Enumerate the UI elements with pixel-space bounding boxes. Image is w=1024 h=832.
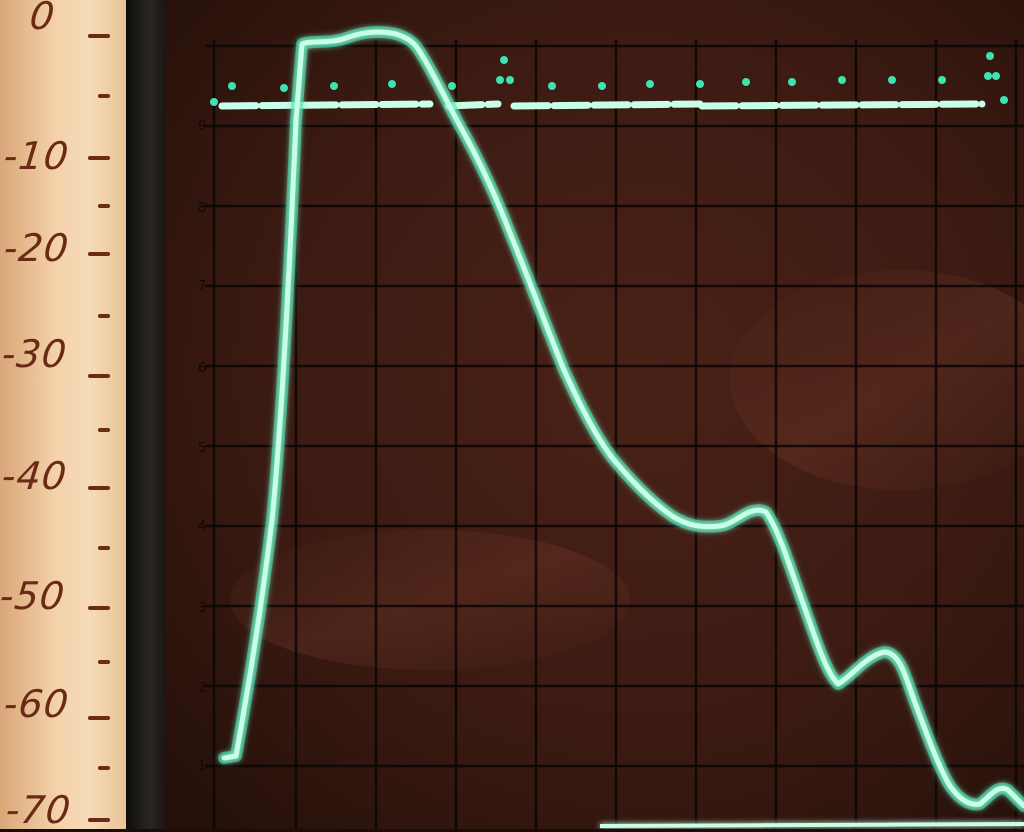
reference-dot <box>838 76 846 84</box>
graticule-row-mark: 4 <box>198 519 206 534</box>
reference-line-segment <box>222 104 430 106</box>
reference-dot <box>986 52 994 60</box>
reference-dot <box>448 82 456 90</box>
reference-dot <box>228 82 236 90</box>
reference-dot <box>210 98 218 106</box>
reference-dot <box>330 82 338 90</box>
reference-dot <box>280 84 288 92</box>
reference-dot <box>646 80 654 88</box>
reference-dot <box>388 80 396 88</box>
graticule-row-mark: 5 <box>198 441 206 456</box>
graticule-row-mark: 1 <box>198 759 206 774</box>
reference-dot <box>992 72 1000 80</box>
reference-dot <box>788 78 796 86</box>
reference-dot <box>506 76 514 84</box>
graticule-row-mark: 6 <box>198 361 206 376</box>
graticule-row-mark: 2 <box>198 681 206 696</box>
graticule-row-mark: 7 <box>198 279 206 294</box>
glass-reflection-lower <box>230 530 630 670</box>
reference-dot <box>742 78 750 86</box>
reference-dot <box>548 82 556 90</box>
graticule-row-mark: 3 <box>198 601 206 616</box>
reference-dot <box>938 76 946 84</box>
reference-dot <box>888 76 896 84</box>
reference-dot <box>496 76 504 84</box>
trace-baseline <box>600 824 1024 826</box>
reference-dot <box>598 82 606 90</box>
reference-line-segment <box>514 104 700 106</box>
graticule-row-mark: 8 <box>198 201 206 216</box>
reference-dot <box>500 56 508 64</box>
graticule-row-mark: 9 <box>198 119 206 134</box>
reference-line-segment <box>702 104 982 106</box>
reference-dot <box>984 72 992 80</box>
reference-dot <box>696 80 704 88</box>
reference-dot <box>1000 96 1008 104</box>
